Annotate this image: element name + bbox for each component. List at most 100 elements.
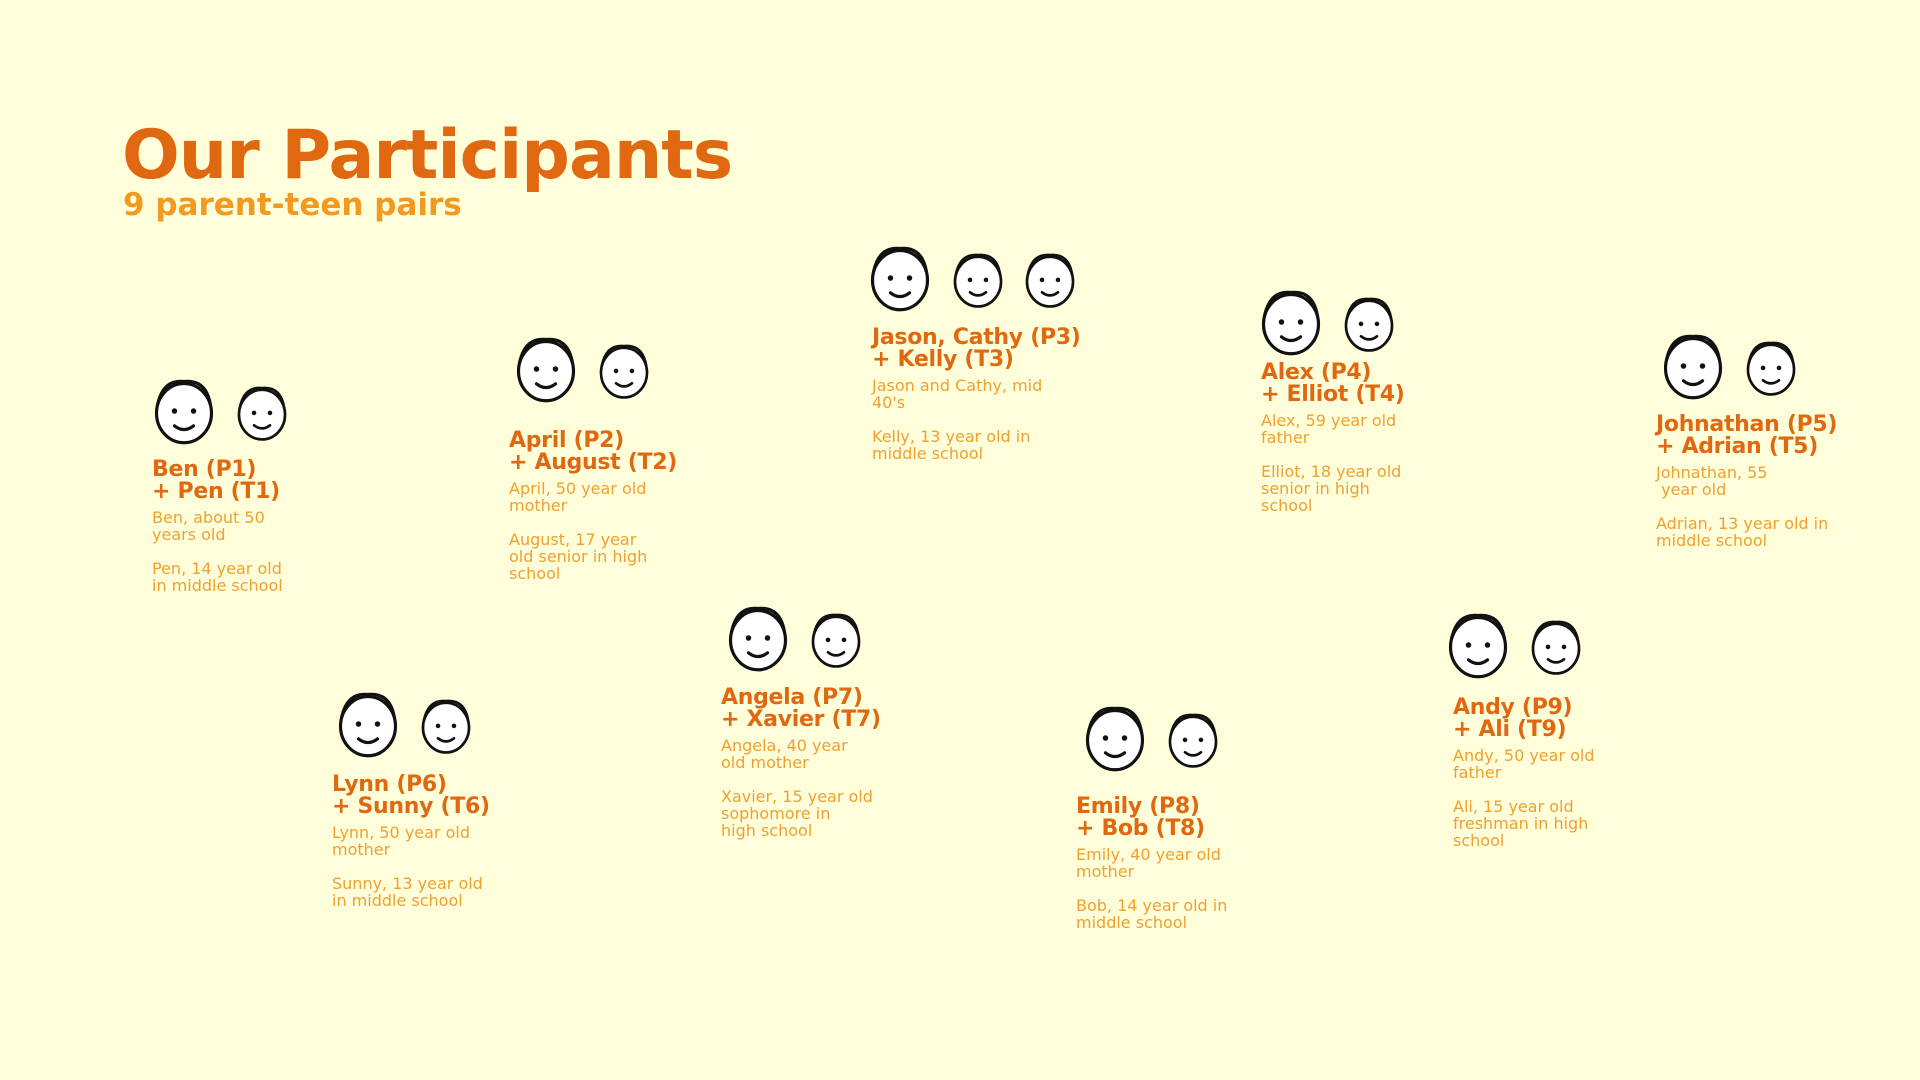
note-line: August, 17 year — [509, 530, 637, 549]
note-line: Andy, 50 year old — [1453, 746, 1595, 765]
note-line: father — [1453, 763, 1502, 782]
avatar-group — [147, 373, 293, 447]
avatar — [231, 381, 293, 443]
note-line: Ali, 15 year old — [1453, 797, 1574, 816]
avatar — [509, 331, 583, 405]
note-line: Angela, 40 year — [721, 736, 848, 755]
note-paragraph: Sunny, 13 year old in middle school — [332, 875, 490, 909]
note-line: Alex, 59 year old — [1261, 411, 1397, 430]
note-paragraph: Jason and Cathy, mid 40's — [872, 377, 1081, 411]
avatar — [947, 248, 1009, 310]
participant-name: Angela (P7) — [721, 685, 863, 710]
participant-name: + Pen (T1) — [152, 479, 280, 504]
note-line: year old — [1656, 480, 1727, 499]
note-line: Xavier, 15 year old — [721, 787, 873, 806]
participant-notes: Emily, 40 year old mother Bob, 14 year old… — [1076, 846, 1227, 931]
avatar — [1656, 328, 1730, 402]
participant: Lynn (P6) + Sunny (T6) Lynn, 50 year old mo… — [332, 774, 490, 926]
note-line: Ben, about 50 — [152, 508, 265, 527]
participant-name: Alex (P4) — [1261, 360, 1372, 385]
participant: Ben (P1) + Pen (T1) Ben, about 50 years old… — [152, 459, 283, 611]
note-line: high school — [721, 821, 813, 840]
avatar — [331, 686, 405, 760]
participant-name: Jason, Cathy (P3) — [872, 325, 1081, 350]
note-line: Sunny, 13 year old — [332, 874, 483, 893]
avatar-group — [863, 240, 1081, 314]
note-line: senior in high — [1261, 479, 1370, 498]
note-line: years old — [152, 525, 226, 544]
note-line: in middle school — [152, 576, 283, 595]
note-line: Kelly, 13 year old in — [872, 427, 1031, 446]
note-line: April, 50 year old — [509, 479, 647, 498]
avatar-group — [1656, 328, 1802, 402]
participant-notes: Andy, 50 year old father Ali, 15 year old f… — [1453, 747, 1595, 849]
note-paragraph: Pen, 14 year old in middle school — [152, 560, 283, 594]
participant: April (P2) + August (T2) April, 50 year ol… — [509, 430, 677, 599]
avatar-group — [1078, 700, 1224, 774]
participant: Angela (P7) + Xavier (T7) Angela, 40 year o… — [721, 687, 881, 856]
participant: Jason, Cathy (P3) + Kelly (T3) Jason and C… — [872, 327, 1081, 479]
note-line: mother — [509, 496, 568, 515]
participant-name: Lynn (P6) — [332, 772, 447, 797]
note-line: Lynn, 50 year old — [332, 823, 470, 842]
note-paragraph: Adrian, 13 year old in middle school — [1656, 515, 1837, 549]
participant: Johnathan (P5) + Adrian (T5) Johnathan, 55… — [1656, 414, 1837, 566]
avatar — [863, 240, 937, 314]
note-line: school — [1261, 496, 1313, 515]
note-line: middle school — [1076, 913, 1188, 932]
note-paragraph: Ali, 15 year old freshman in high school — [1453, 798, 1595, 849]
note-paragraph: Ben, about 50 years old — [152, 509, 283, 543]
note-line: father — [1261, 428, 1310, 447]
note-line: freshman in high — [1453, 814, 1589, 833]
note-line: 40's — [872, 393, 906, 412]
note-line: Johnathan, 55 — [1656, 463, 1768, 482]
note-line: Emily, 40 year old — [1076, 845, 1221, 864]
note-paragraph: Angela, 40 year old mother — [721, 737, 881, 771]
participant-name: + Ali (T9) — [1453, 717, 1567, 742]
avatar — [805, 608, 867, 670]
note-line: middle school — [1656, 531, 1768, 550]
avatar — [1338, 292, 1400, 354]
participant-name: Andy (P9) — [1453, 695, 1573, 720]
participant: Andy (P9) + Ali (T9) Andy, 50 year old fath… — [1453, 697, 1595, 866]
note-line: Elliot, 18 year old — [1261, 462, 1402, 481]
participant-name: + Elliot (T4) — [1261, 382, 1405, 407]
note-paragraph: August, 17 year old senior in high school — [509, 531, 677, 582]
participant-notes: Jason and Cathy, mid 40's Kelly, 13 year o… — [872, 377, 1081, 462]
note-line: middle school — [872, 444, 984, 463]
participant-name: Johnathan (P5) — [1656, 412, 1838, 437]
participant-notes: Alex, 59 year old father Elliot, 18 year o… — [1261, 412, 1405, 514]
note-line: old senior in high — [509, 547, 648, 566]
note-line: Jason and Cathy, mid — [872, 376, 1043, 395]
participant-notes: Johnathan, 55 year old Adrian, 13 year ol… — [1656, 464, 1837, 549]
note-line: Pen, 14 year old — [152, 559, 282, 578]
participant-name: Emily (P8) — [1076, 794, 1200, 819]
note-paragraph: Xavier, 15 year old sophomore in high scho… — [721, 788, 881, 839]
participant-name: + Sunny (T6) — [332, 794, 490, 819]
participant-name: + August (T2) — [509, 450, 677, 475]
title: Our Participants — [122, 116, 733, 195]
avatar — [721, 600, 795, 674]
participant: Alex (P4) + Elliot (T4) Alex, 59 year old f… — [1261, 362, 1405, 531]
note-paragraph: Alex, 59 year old father — [1261, 412, 1405, 446]
avatar — [593, 339, 655, 401]
participant-name: + Xavier (T7) — [721, 707, 881, 732]
participant-name: + Adrian (T5) — [1656, 434, 1818, 459]
participant-name: April (P2) — [509, 428, 624, 453]
avatar — [1441, 607, 1515, 681]
participant-notes: Lynn, 50 year old mother Sunny, 13 year ol… — [332, 824, 490, 909]
avatar-group — [1254, 284, 1400, 358]
note-paragraph: Emily, 40 year old mother — [1076, 846, 1227, 880]
note-line: school — [1453, 831, 1505, 850]
note-paragraph: Lynn, 50 year old mother — [332, 824, 490, 858]
avatar — [1078, 700, 1152, 774]
note-paragraph: April, 50 year old mother — [509, 480, 677, 514]
note-line: in middle school — [332, 891, 463, 910]
participant-name: Ben (P1) — [152, 457, 257, 482]
note-paragraph: Andy, 50 year old father — [1453, 747, 1595, 781]
avatar — [415, 694, 477, 756]
note-line: sophomore in — [721, 804, 831, 823]
avatar — [147, 373, 221, 447]
avatar — [1162, 708, 1224, 770]
